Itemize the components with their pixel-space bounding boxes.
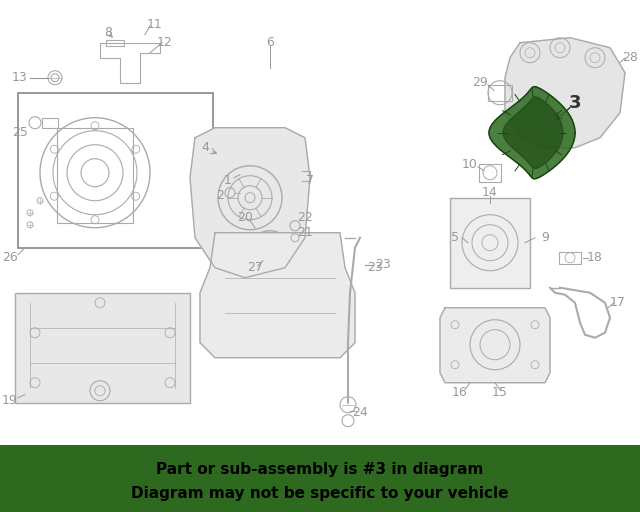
Bar [15, 293, 190, 403]
Text: 7: 7 [306, 174, 314, 187]
Polygon shape [190, 127, 310, 278]
Polygon shape [503, 97, 563, 168]
Bar [559, 252, 581, 264]
Text: 26: 26 [2, 251, 18, 264]
Bar [57, 127, 133, 223]
Text: 23: 23 [367, 261, 383, 274]
Bar [42, 118, 58, 127]
Text: 18: 18 [587, 251, 603, 264]
Text: 15: 15 [492, 386, 508, 399]
Bar [488, 84, 512, 101]
Text: 27: 27 [247, 261, 263, 274]
Text: 17: 17 [610, 296, 626, 309]
Text: 24: 24 [352, 406, 368, 419]
Text: Part or sub-assembly is #3 in diagram: Part or sub-assembly is #3 in diagram [156, 462, 484, 477]
Text: 20: 20 [237, 211, 253, 224]
Polygon shape [200, 233, 355, 358]
Text: 1: 1 [224, 174, 232, 187]
Text: 19: 19 [2, 394, 18, 407]
Text: 14: 14 [482, 186, 498, 199]
Text: 12: 12 [157, 36, 173, 49]
Bar [450, 198, 530, 288]
Text: 25: 25 [12, 126, 28, 139]
Text: 13: 13 [12, 71, 27, 84]
Text: 5: 5 [451, 231, 459, 244]
Text: 21: 21 [297, 226, 313, 239]
Text: 29: 29 [472, 76, 488, 89]
Text: 16: 16 [452, 386, 468, 399]
Text: 11: 11 [147, 18, 163, 31]
Text: 22: 22 [297, 211, 313, 224]
Text: 3: 3 [569, 94, 581, 112]
Polygon shape [440, 308, 550, 383]
Text: 10: 10 [462, 158, 478, 171]
Text: Diagram may not be specific to your vehicle: Diagram may not be specific to your vehi… [131, 486, 509, 501]
Bar [106, 40, 124, 46]
Text: 23: 23 [375, 258, 391, 271]
Text: 4: 4 [201, 141, 209, 154]
Bar [18, 93, 213, 248]
Text: 6: 6 [266, 36, 274, 49]
Polygon shape [505, 38, 625, 148]
Text: 2: 2 [216, 189, 224, 202]
Text: 9: 9 [541, 231, 549, 244]
Text: 8: 8 [104, 26, 112, 39]
Polygon shape [489, 87, 575, 179]
Bar [479, 164, 501, 182]
Text: 28: 28 [622, 51, 638, 64]
